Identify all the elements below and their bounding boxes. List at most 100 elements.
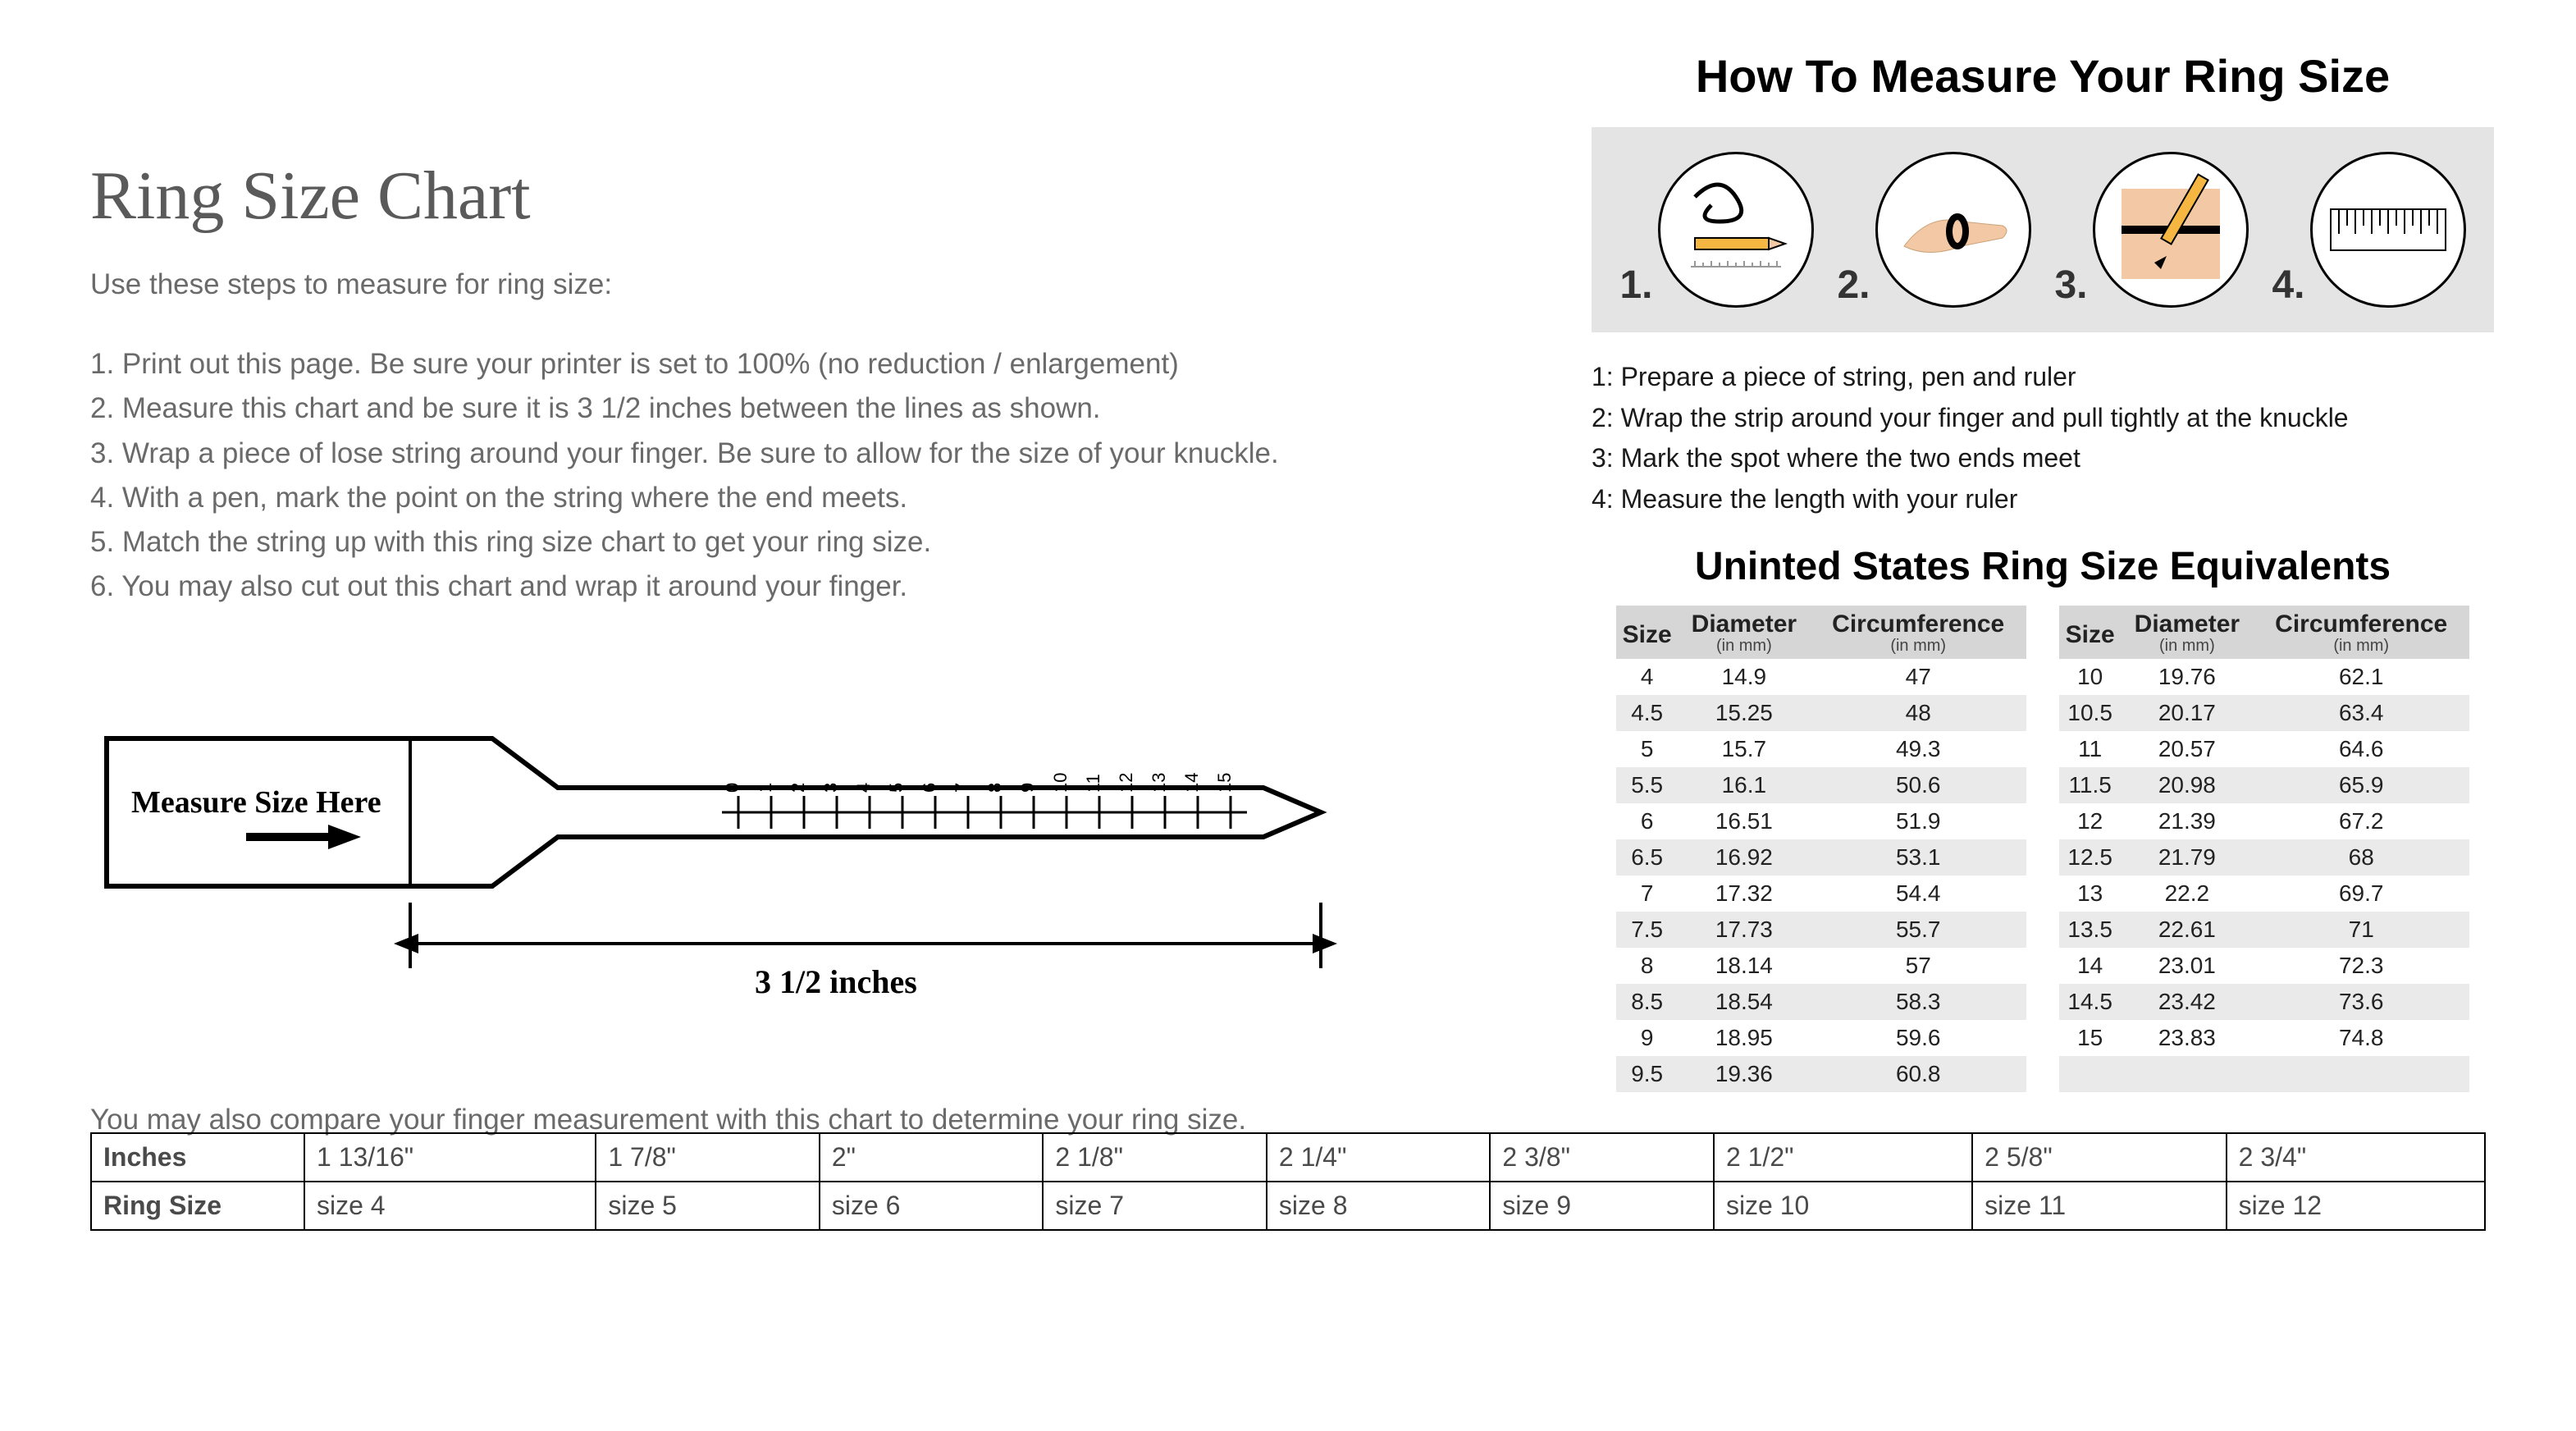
table-cell: 16.51 bbox=[1678, 803, 1810, 839]
inches-cell: 2 3/4" bbox=[2227, 1133, 2485, 1182]
table-cell: 14.5 bbox=[2059, 984, 2121, 1020]
inches-row: Inches 1 13/16" 1 7/8" 2" 2 1/8" 2 1/4" … bbox=[91, 1133, 2485, 1182]
table-cell: 11.5 bbox=[2059, 767, 2121, 803]
svg-text:0: 0 bbox=[722, 783, 742, 793]
how-step-3-number: 3. bbox=[2054, 263, 2087, 308]
page-root: Ring Size Chart Use these steps to measu… bbox=[0, 0, 2576, 1431]
table-cell: 18.95 bbox=[1678, 1020, 1810, 1056]
inches-row-label: Inches bbox=[91, 1133, 304, 1182]
table-cell bbox=[2253, 1056, 2469, 1092]
table-row: 9.519.3660.8 bbox=[1616, 1056, 2026, 1092]
table-cell: 14.9 bbox=[1678, 659, 1810, 695]
how-to-text-list: 1: Prepare a piece of string, pen and ru… bbox=[1592, 357, 2494, 519]
table-cell: 7.5 bbox=[1616, 912, 1678, 948]
table-row: 12.521.7968 bbox=[2059, 839, 2469, 876]
table-row: 616.5151.9 bbox=[1616, 803, 2026, 839]
table-cell: 69.7 bbox=[2253, 876, 2469, 912]
table-cell: 19.36 bbox=[1678, 1056, 1810, 1092]
table-cell: 50.6 bbox=[1810, 767, 2026, 803]
table-row: 918.9559.6 bbox=[1616, 1020, 2026, 1056]
svg-text:4: 4 bbox=[853, 783, 874, 793]
col-diameter: Diameter(in mm) bbox=[1678, 606, 1810, 659]
table-cell: 13 bbox=[2059, 876, 2121, 912]
svg-text:10: 10 bbox=[1050, 773, 1071, 793]
table-cell: 8.5 bbox=[1616, 984, 1678, 1020]
step-2: 2. Measure this chart and be sure it is … bbox=[90, 386, 1501, 431]
inches-cell: 2 5/8" bbox=[1972, 1133, 2227, 1182]
ringsize-cell: size 4 bbox=[304, 1182, 596, 1230]
table-row: 414.947 bbox=[1616, 659, 2026, 695]
table-cell: 20.57 bbox=[2121, 731, 2253, 767]
table-cell: 12 bbox=[2059, 803, 2121, 839]
steps-list: 1. Print out this page. Be sure your pri… bbox=[90, 342, 1501, 610]
table-row: 515.749.3 bbox=[1616, 731, 2026, 767]
table-cell: 9.5 bbox=[1616, 1056, 1678, 1092]
col-size: Size bbox=[2059, 606, 2121, 659]
equivalents-tables-wrap: Size Diameter(in mm) Circumference(in mm… bbox=[1592, 606, 2494, 1092]
how-step-2-number: 2. bbox=[1837, 263, 1870, 308]
svg-text:8: 8 bbox=[984, 783, 1005, 793]
col-circumference: Circumference(in mm) bbox=[1810, 606, 2026, 659]
chart-title: Ring Size Chart bbox=[90, 156, 1501, 235]
table-row: 818.1457 bbox=[1616, 948, 2026, 984]
table-cell: 15.7 bbox=[1678, 731, 1810, 767]
table-cell: 7 bbox=[1616, 876, 1678, 912]
ringsize-cell: size 11 bbox=[1972, 1182, 2227, 1230]
how-step-1: 1. bbox=[1619, 152, 1813, 308]
svg-text:5: 5 bbox=[886, 783, 907, 793]
table-cell: 51.9 bbox=[1810, 803, 2026, 839]
table-cell: 62.1 bbox=[2253, 659, 2469, 695]
step-1: 1. Print out this page. Be sure your pri… bbox=[90, 342, 1501, 386]
svg-text:11: 11 bbox=[1083, 774, 1103, 793]
equivalents-table-right: Size Diameter(in mm) Circumference(in mm… bbox=[2059, 606, 2469, 1092]
table-cell: 6 bbox=[1616, 803, 1678, 839]
table-cell: 47 bbox=[1810, 659, 2026, 695]
how-text-4: 4: Measure the length with your ruler bbox=[1592, 479, 2494, 520]
ruler-diagram: Measure Size Here 0123456789101112131415… bbox=[98, 730, 1345, 1017]
table-row: 10.520.1763.4 bbox=[2059, 695, 2469, 731]
svg-text:14: 14 bbox=[1181, 773, 1202, 793]
col-circumference: Circumference(in mm) bbox=[2253, 606, 2469, 659]
table-row: 1523.8374.8 bbox=[2059, 1020, 2469, 1056]
table-cell: 15.25 bbox=[1678, 695, 1810, 731]
table-cell: 49.3 bbox=[1810, 731, 2026, 767]
how-step-4-number: 4. bbox=[2272, 263, 2304, 308]
table-cell: 23.83 bbox=[2121, 1020, 2253, 1056]
inches-cell: 2 1/8" bbox=[1043, 1133, 1267, 1182]
table-cell: 4 bbox=[1616, 659, 1678, 695]
table-row: 1019.7662.1 bbox=[2059, 659, 2469, 695]
inches-cell: 1 13/16" bbox=[304, 1133, 596, 1182]
table-cell: 59.6 bbox=[1810, 1020, 2026, 1056]
step-6: 6. You may also cut out this chart and w… bbox=[90, 565, 1501, 609]
inches-cell: 2" bbox=[820, 1133, 1044, 1182]
how-step-1-number: 1. bbox=[1619, 263, 1652, 308]
table-cell bbox=[2121, 1056, 2253, 1092]
table-cell: 9 bbox=[1616, 1020, 1678, 1056]
inches-cell: 2 3/8" bbox=[1490, 1133, 1714, 1182]
right-column: How To Measure Your Ring Size 1. bbox=[1592, 49, 2494, 1092]
ringsize-row: Ring Size size 4 size 5 size 6 size 7 si… bbox=[91, 1182, 2485, 1230]
table-cell: 5.5 bbox=[1616, 767, 1678, 803]
table-cell: 65.9 bbox=[2253, 767, 2469, 803]
table-row: 14.523.4273.6 bbox=[2059, 984, 2469, 1020]
how-to-title: How To Measure Your Ring Size bbox=[1592, 49, 2494, 103]
table-cell: 71 bbox=[2253, 912, 2469, 948]
table-row: 7.517.7355.7 bbox=[1616, 912, 2026, 948]
svg-text:2: 2 bbox=[788, 783, 808, 793]
how-text-2: 2: Wrap the strip around your finger and… bbox=[1592, 398, 2494, 439]
table-cell: 21.79 bbox=[2121, 839, 2253, 876]
ringsize-row-label: Ring Size bbox=[91, 1182, 304, 1230]
equivalents-title: Uninted States Ring Size Equivalents bbox=[1592, 544, 2494, 589]
table-cell: 68 bbox=[2253, 839, 2469, 876]
ringsize-cell: size 12 bbox=[2227, 1182, 2485, 1230]
table-cell: 53.1 bbox=[1810, 839, 2026, 876]
table-cell: 10 bbox=[2059, 659, 2121, 695]
svg-text:1: 1 bbox=[755, 783, 775, 793]
table-cell: 22.61 bbox=[2121, 912, 2253, 948]
ringsize-cell: size 9 bbox=[1490, 1182, 1714, 1230]
table-cell: 6.5 bbox=[1616, 839, 1678, 876]
how-text-3: 3: Mark the spot where the two ends meet bbox=[1592, 438, 2494, 479]
ruler-dimension-label: 3 1/2 inches bbox=[755, 963, 917, 1000]
table-cell: 16.92 bbox=[1678, 839, 1810, 876]
how-to-strip: 1. bbox=[1592, 127, 2494, 332]
